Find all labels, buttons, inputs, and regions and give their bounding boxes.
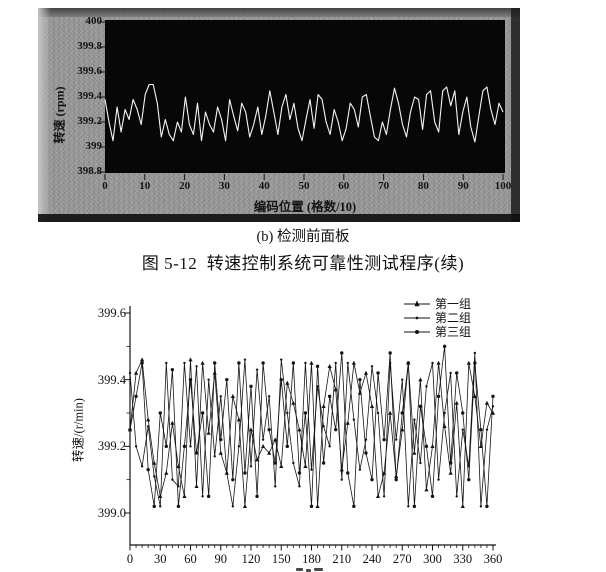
panel-edge-top	[38, 8, 520, 17]
waveform-chart: 0 10 20 30 40 50 60 70 80 90 100 400 399.8 399.6 399.4…	[38, 8, 520, 222]
legend-item-group2: 第二组	[402, 311, 471, 325]
y-tick-label: 399.4	[77, 90, 102, 102]
triangle-marker-icon	[404, 300, 430, 307]
x-tick-label: 30	[218, 180, 230, 192]
legend-label: 第二组	[435, 311, 472, 325]
panel-edge-left	[38, 8, 51, 222]
x-tick-label: 60	[338, 180, 350, 192]
x-tick-label: 360	[483, 552, 503, 566]
y-tick-label: 399.2	[77, 115, 102, 127]
legend: 第一组 第二组 第三组	[402, 297, 471, 339]
x-tick-label: 330	[453, 552, 473, 566]
y-tick-label: 399.6	[97, 306, 126, 320]
x-tick-label: 70	[378, 180, 390, 192]
x-tick-label: 300	[423, 552, 442, 566]
x-tick-label: 150	[271, 552, 291, 566]
x-tick-label: 80	[417, 180, 429, 192]
x-tick-label: 210	[332, 552, 352, 566]
x-tick-label: 90	[214, 552, 228, 566]
legend-label: 第一组	[435, 297, 472, 311]
panel-edge-bottom	[38, 214, 520, 222]
x-tick-label: 20	[179, 180, 191, 192]
subfigure-caption: (b) 检测前面板	[256, 229, 350, 245]
y-tick-label: 399	[85, 140, 103, 152]
x-tick-label: 120	[241, 552, 261, 566]
legend-label: 第三组	[435, 325, 472, 339]
clipped-x-axis-label-fragment	[314, 568, 323, 571]
panel-edge-right	[511, 8, 520, 222]
x-tick-label: 30	[154, 552, 167, 566]
clipped-x-axis-label-fragment	[306, 569, 311, 572]
y-tick-label: 399.6	[77, 65, 102, 77]
y-tick-label: 399.2	[97, 439, 126, 454]
legend-item-group3: 第三组	[402, 325, 471, 339]
y-tick-label: 399.4	[97, 372, 126, 387]
panel-x-axis-title: 编码位置 (格数/10)	[253, 200, 357, 214]
x-tick-label: 50	[298, 180, 310, 192]
x-tick-label: 270	[392, 552, 412, 566]
y-tick-label: 400	[85, 15, 103, 27]
instrument-front-panel: 转速 (rpm) 0 10 20 30 40 50 60 70 80 90 100 400 399.8 3…	[38, 8, 520, 222]
y-tick-label: 399.0	[97, 506, 126, 520]
x-tick-label: 180	[302, 552, 321, 566]
line-chart-plot: 0 30 60 90 120 150 180 210 240 270 300 330 360 399.6 3…	[60, 290, 520, 572]
x-tick-label: 10	[139, 180, 151, 192]
legend-item-group1: 第一组	[402, 297, 471, 311]
figure-caption: 图 5-12 转速控制系统可靠性测试程序(续)	[141, 254, 465, 273]
x-tick-label: 60	[184, 552, 197, 566]
x-tick-label: 0	[126, 552, 134, 566]
circle-marker-icon	[404, 330, 430, 334]
y-tick-label: 399.8	[77, 40, 102, 52]
x-tick-label: 40	[258, 180, 270, 192]
x-tick-label: 0	[102, 180, 108, 192]
reliability-line-chart: 转速/(r/min) 0 30 60 90 120 150 180 210 240 270 300 3…	[60, 290, 520, 572]
clipped-x-axis-label-fragment	[296, 568, 303, 571]
dot-marker-icon	[404, 316, 430, 320]
y-tick-label: 398.8	[77, 165, 102, 177]
x-tick-label: 90	[457, 180, 469, 192]
x-tick-label: 100	[494, 180, 512, 192]
x-tick-label: 240	[362, 552, 382, 566]
